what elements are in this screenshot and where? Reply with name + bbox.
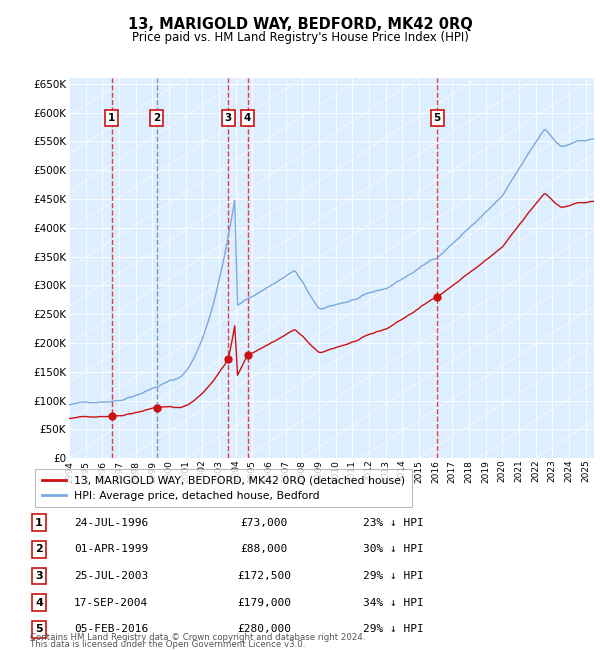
Text: 2: 2	[35, 544, 43, 554]
Text: £88,000: £88,000	[241, 544, 287, 554]
Text: 29% ↓ HPI: 29% ↓ HPI	[362, 624, 424, 634]
Text: £179,000: £179,000	[237, 597, 291, 608]
Text: 17-SEP-2004: 17-SEP-2004	[74, 597, 148, 608]
Text: £73,000: £73,000	[241, 517, 287, 528]
Text: 34% ↓ HPI: 34% ↓ HPI	[362, 597, 424, 608]
Text: 4: 4	[244, 113, 251, 123]
Text: £172,500: £172,500	[237, 571, 291, 581]
Text: 5: 5	[434, 113, 441, 123]
Text: £280,000: £280,000	[237, 624, 291, 634]
Legend: 13, MARIGOLD WAY, BEDFORD, MK42 0RQ (detached house), HPI: Average price, detach: 13, MARIGOLD WAY, BEDFORD, MK42 0RQ (det…	[35, 469, 412, 507]
Text: 3: 3	[225, 113, 232, 123]
Text: This data is licensed under the Open Government Licence v3.0.: This data is licensed under the Open Gov…	[30, 640, 305, 649]
Text: 25-JUL-2003: 25-JUL-2003	[74, 571, 148, 581]
Text: 24-JUL-1996: 24-JUL-1996	[74, 517, 148, 528]
Text: 05-FEB-2016: 05-FEB-2016	[74, 624, 148, 634]
Text: 23% ↓ HPI: 23% ↓ HPI	[362, 517, 424, 528]
Text: 1: 1	[108, 113, 115, 123]
Text: Price paid vs. HM Land Registry's House Price Index (HPI): Price paid vs. HM Land Registry's House …	[131, 31, 469, 44]
Text: 13, MARIGOLD WAY, BEDFORD, MK42 0RQ: 13, MARIGOLD WAY, BEDFORD, MK42 0RQ	[128, 17, 472, 32]
Text: 30% ↓ HPI: 30% ↓ HPI	[362, 544, 424, 554]
Text: 01-APR-1999: 01-APR-1999	[74, 544, 148, 554]
Text: 3: 3	[35, 571, 43, 581]
Text: 2: 2	[153, 113, 160, 123]
Text: 29% ↓ HPI: 29% ↓ HPI	[362, 571, 424, 581]
Text: 1: 1	[35, 517, 43, 528]
Text: 4: 4	[35, 597, 43, 608]
Text: 5: 5	[35, 624, 43, 634]
Text: Contains HM Land Registry data © Crown copyright and database right 2024.: Contains HM Land Registry data © Crown c…	[30, 633, 365, 642]
